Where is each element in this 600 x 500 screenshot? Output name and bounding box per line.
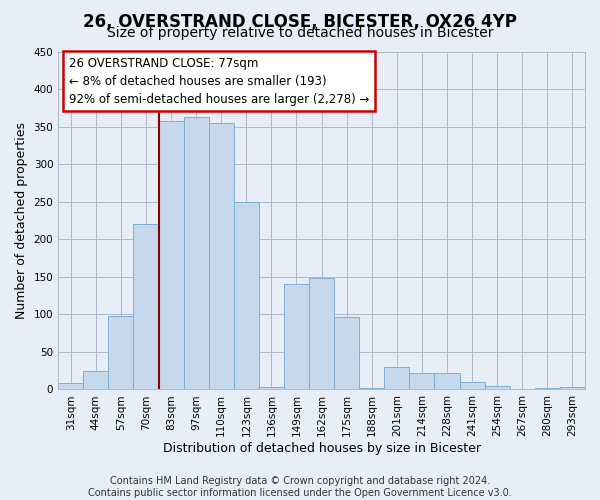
- Bar: [259, 387, 284, 390]
- Bar: [434, 373, 460, 390]
- Bar: [109, 316, 133, 390]
- Bar: [334, 316, 359, 390]
- Bar: [485, 386, 510, 390]
- Bar: [385, 367, 409, 390]
- Bar: [234, 202, 259, 390]
- Bar: [58, 384, 83, 390]
- Bar: [309, 278, 334, 390]
- Bar: [184, 117, 209, 390]
- Text: 26 OVERSTRAND CLOSE: 77sqm
← 8% of detached houses are smaller (193)
92% of semi: 26 OVERSTRAND CLOSE: 77sqm ← 8% of detac…: [69, 56, 369, 106]
- Bar: [209, 123, 234, 390]
- Bar: [158, 120, 184, 390]
- Text: 26, OVERSTRAND CLOSE, BICESTER, OX26 4YP: 26, OVERSTRAND CLOSE, BICESTER, OX26 4YP: [83, 12, 517, 30]
- Bar: [284, 284, 309, 390]
- Bar: [409, 373, 434, 390]
- X-axis label: Distribution of detached houses by size in Bicester: Distribution of detached houses by size …: [163, 442, 481, 455]
- Text: Contains HM Land Registry data © Crown copyright and database right 2024.
Contai: Contains HM Land Registry data © Crown c…: [88, 476, 512, 498]
- Y-axis label: Number of detached properties: Number of detached properties: [15, 122, 28, 319]
- Bar: [460, 382, 485, 390]
- Bar: [560, 387, 585, 390]
- Text: Size of property relative to detached houses in Bicester: Size of property relative to detached ho…: [107, 26, 493, 40]
- Bar: [535, 388, 560, 390]
- Bar: [83, 370, 109, 390]
- Bar: [133, 224, 158, 390]
- Bar: [510, 388, 535, 390]
- Bar: [359, 388, 385, 390]
